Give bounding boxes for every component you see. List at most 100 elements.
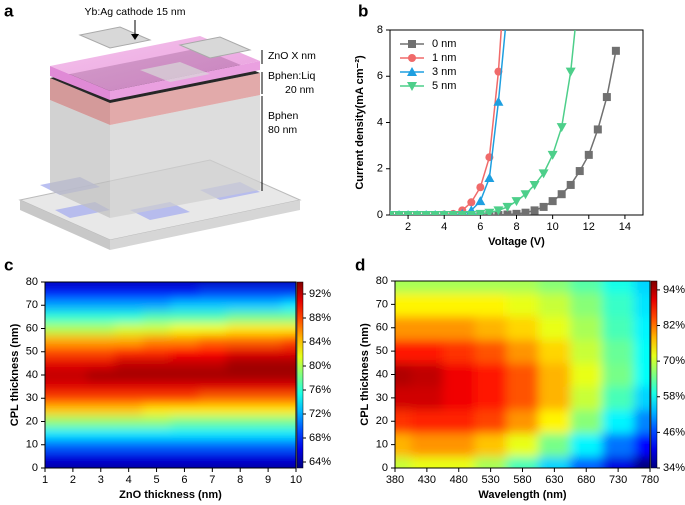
- field-cell: [114, 299, 144, 312]
- field-cell: [254, 345, 283, 359]
- field-cell: [410, 362, 444, 387]
- field-cell: [198, 438, 227, 452]
- field-cell: [506, 316, 539, 340]
- field-cell: [58, 415, 88, 428]
- x-tick-label: 3: [98, 474, 104, 486]
- field-cell: [86, 462, 116, 468]
- field-cell: [282, 322, 296, 335]
- series-line: [390, 50, 617, 215]
- field-cell: [142, 404, 171, 417]
- field-cell: [395, 292, 412, 317]
- marker: [407, 82, 417, 91]
- field-cell: [474, 281, 508, 294]
- field-cell: [474, 432, 508, 457]
- field-cell: [45, 282, 60, 289]
- field-cell: [170, 282, 199, 289]
- device-diagram: a Yb:Ag cathode 15 nm ZnO X nm Bphen:Liq…: [4, 1, 316, 250]
- field-cell: [538, 409, 571, 434]
- field-cell: [142, 345, 171, 359]
- field-cell: [45, 357, 60, 370]
- field-cell: [58, 282, 88, 289]
- field-cell: [410, 339, 444, 364]
- field-cell: [58, 392, 88, 405]
- colorbar-label: 92%: [309, 288, 331, 300]
- field-cell: [86, 311, 116, 324]
- marker: [538, 169, 549, 179]
- field-cell: [86, 392, 116, 405]
- field-cell: [45, 404, 60, 417]
- x-tick-label: 4: [441, 221, 447, 233]
- field-cell: [538, 281, 571, 294]
- field-cell: [114, 404, 144, 417]
- x-tick-label: 7: [209, 474, 215, 486]
- marker: [403, 211, 414, 215]
- field-cell: [198, 427, 227, 440]
- x-tick-label: 6: [181, 474, 187, 486]
- field-cell: [114, 311, 144, 324]
- field-cell: [86, 322, 116, 335]
- field-cell: [474, 362, 508, 387]
- field-cell: [282, 311, 296, 324]
- field-cell: [570, 316, 603, 340]
- field-cell: [254, 380, 283, 393]
- field-cell: [442, 281, 476, 294]
- field-cell: [58, 334, 88, 347]
- field-cell: [254, 415, 283, 428]
- field-cell: [602, 456, 635, 468]
- x-tick-label: 380: [386, 474, 404, 486]
- field-cell: [570, 339, 603, 364]
- field-cell: [86, 438, 116, 452]
- field-cell: [142, 427, 171, 440]
- y-axis-label: CPL thickness (nm): [359, 323, 371, 426]
- field-cell: [45, 311, 60, 324]
- field-cell: [114, 357, 144, 370]
- panel-label: a: [4, 1, 14, 20]
- x-tick-label: 8: [237, 474, 243, 486]
- field-cell: [395, 409, 412, 434]
- y-tick-label: 80: [26, 276, 38, 288]
- plot-area: [390, 30, 620, 215]
- field: [45, 282, 296, 468]
- field-cell: [442, 339, 476, 364]
- field-cell: [570, 386, 603, 411]
- field-cell: [410, 386, 444, 411]
- x-tick-label: 680: [577, 474, 595, 486]
- field-cell: [395, 432, 412, 457]
- x-tick-label: 12: [583, 221, 595, 233]
- field-cell: [114, 282, 144, 289]
- field-cell: [170, 462, 199, 468]
- field-cell: [86, 427, 116, 440]
- field-cell: [226, 287, 255, 300]
- marker: [475, 209, 486, 215]
- field-cell: [538, 339, 571, 364]
- marker: [457, 211, 468, 215]
- colorbar-label: 94%: [663, 284, 685, 296]
- field-cell: [395, 339, 412, 364]
- field-cell: [254, 404, 283, 417]
- diagram-text: Bphen: [268, 110, 299, 122]
- field-cell: [45, 462, 60, 468]
- field-cell: [170, 404, 199, 417]
- field-cell: [634, 409, 650, 434]
- marker: [493, 206, 504, 215]
- field-cell: [410, 432, 444, 457]
- field-cell: [170, 334, 199, 347]
- y-axis-label: Current density(mA cm⁻²): [354, 55, 366, 190]
- field-cell: [58, 287, 88, 300]
- legend-label: 3 nm: [432, 66, 456, 78]
- field-cell: [538, 316, 571, 340]
- field-cell: [282, 450, 296, 463]
- colorbar-label: 58%: [663, 391, 685, 403]
- field-cell: [226, 299, 255, 312]
- field-cell: [538, 432, 571, 457]
- field-cell: [86, 369, 116, 382]
- colorbar-label: 72%: [309, 408, 331, 420]
- field-cell: [142, 357, 171, 370]
- plot-area: [45, 282, 296, 468]
- field-cell: [282, 415, 296, 428]
- field-cell: [142, 334, 171, 347]
- y-tick-label: 0: [377, 209, 383, 221]
- colorbar-label: 80%: [309, 360, 331, 372]
- field-cell: [45, 392, 60, 405]
